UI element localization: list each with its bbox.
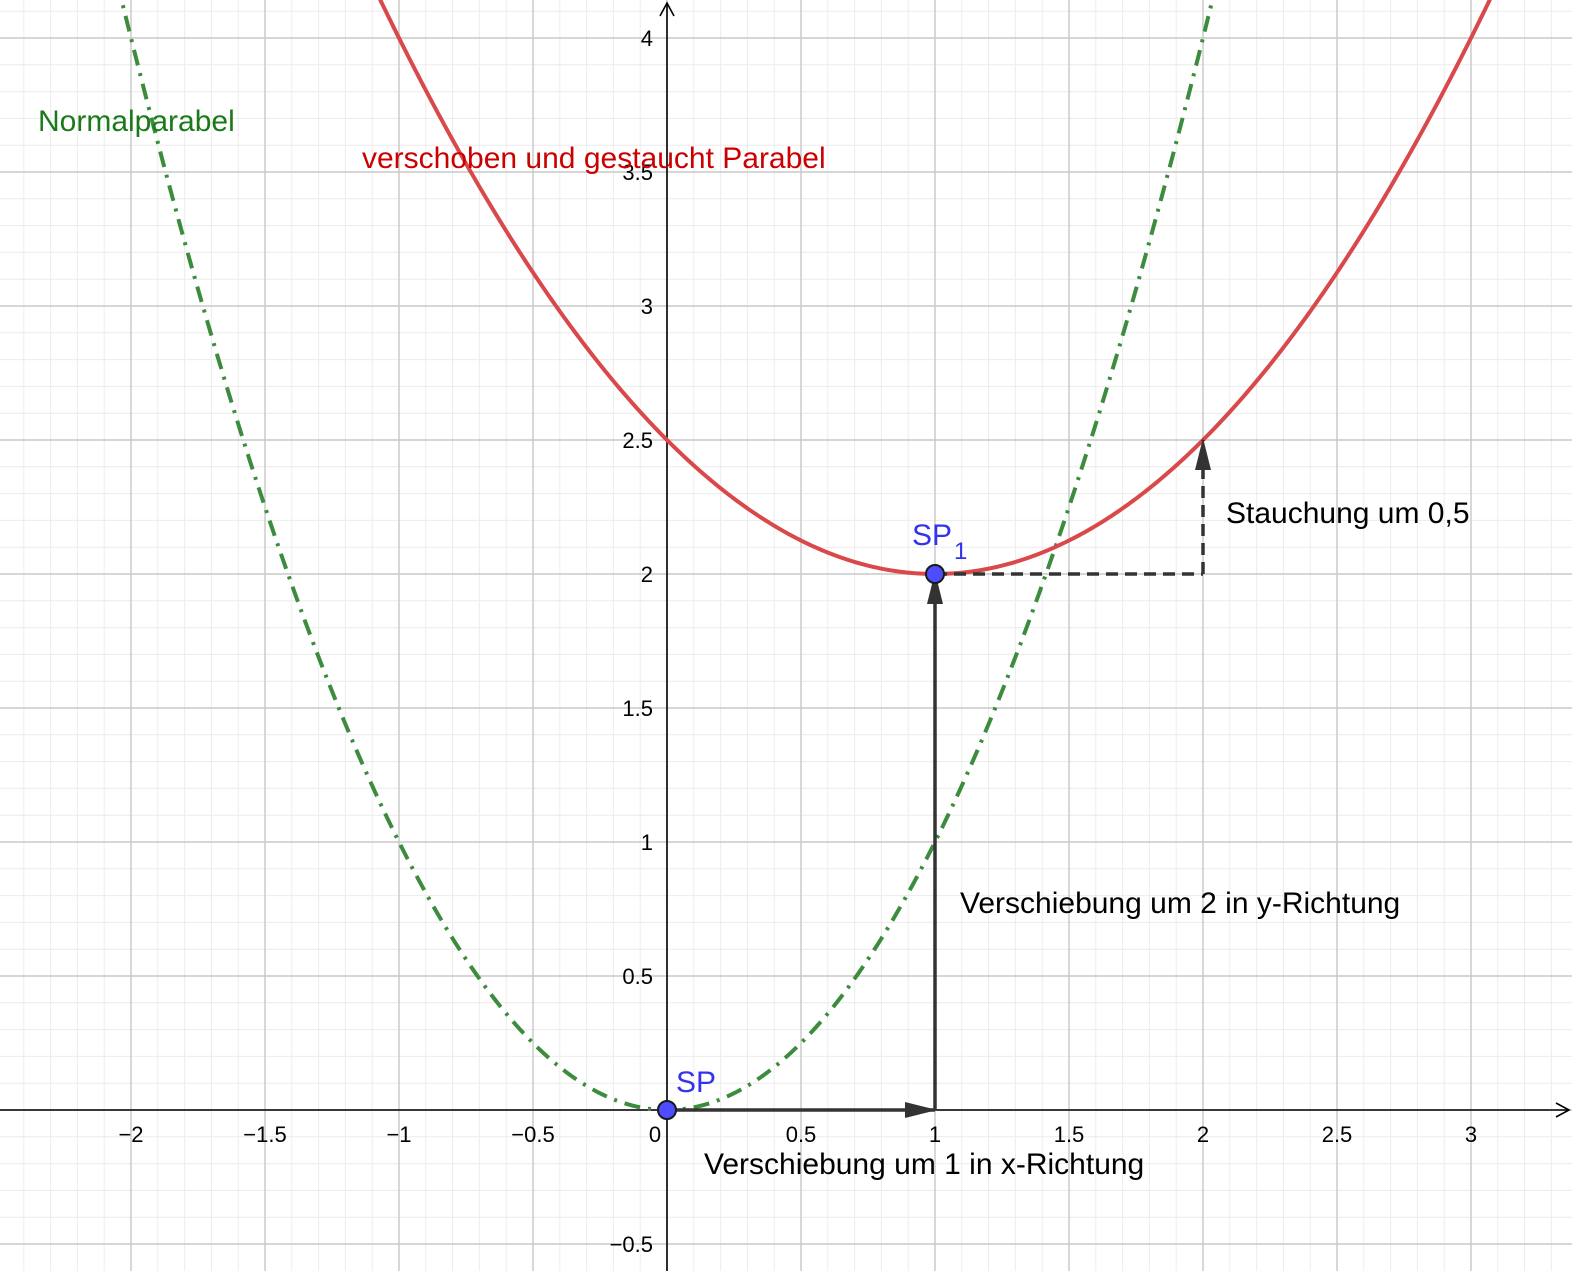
x-tick-label: 1.5 <box>1054 1122 1085 1147</box>
y-tick-label: 1.5 <box>622 696 653 721</box>
x-tick-label: 1 <box>929 1122 941 1147</box>
arrows <box>667 438 1211 1118</box>
y-axis-arrowhead <box>659 1 675 17</box>
x-tick-label: −1 <box>386 1122 411 1147</box>
y-tick-label: 2 <box>641 562 653 587</box>
x-tick-label: −0.5 <box>511 1122 554 1147</box>
vertex-sp1-label: SP1 <box>912 519 967 565</box>
y-tick-label: 2.5 <box>622 428 653 453</box>
x-tick-label: −1.5 <box>243 1122 286 1147</box>
y-tick-label: −0.5 <box>610 1232 653 1257</box>
y-tick-label: 3.5 <box>622 160 653 185</box>
vertex-sp1-label-subscript: 1 <box>954 538 967 565</box>
y-tick-label: 0.5 <box>622 964 653 989</box>
x-axis-arrowhead <box>1555 1102 1571 1118</box>
shifted-parabola-curve <box>378 0 1492 576</box>
vertex-sp1-label-main: SP <box>912 519 952 552</box>
x-shift-label: Verschiebung um 1 in x-Richtung <box>704 1148 1144 1181</box>
compression-label: Stauchung um 0,5 <box>1226 497 1470 530</box>
x-tick-label: 2 <box>1197 1122 1209 1147</box>
y-shift-label: Verschiebung um 2 in y-Richtung <box>960 887 1400 920</box>
x-tick-label: 0.5 <box>786 1122 817 1147</box>
x-tick-label: 3 <box>1465 1122 1477 1147</box>
points <box>657 564 945 1120</box>
y-tick-label: 1 <box>641 830 653 855</box>
vertex-sp-point <box>657 1100 677 1120</box>
x-tick-label: −2 <box>118 1122 143 1147</box>
y-tick-label: 3 <box>641 294 653 319</box>
curves <box>119 0 1492 1112</box>
shifted-parabola-label: verschoben und gestaucht Parabel <box>362 142 826 175</box>
vertex-sp-label: SP <box>676 1066 716 1099</box>
tick-labels: −2 −1.5 −1 −0.5 0 0.5 1 1.5 2 2.5 3 −0.5 0.5 1 1.5 2 2.5… <box>118 26 1477 1257</box>
y-tick-label: 4 <box>641 26 653 51</box>
x-tick-label: 2.5 <box>1322 1122 1353 1147</box>
normal-parabola-label: Normalparabel <box>38 105 235 138</box>
x-tick-label: 0 <box>649 1122 661 1147</box>
vertex-sp1-point <box>925 564 945 584</box>
